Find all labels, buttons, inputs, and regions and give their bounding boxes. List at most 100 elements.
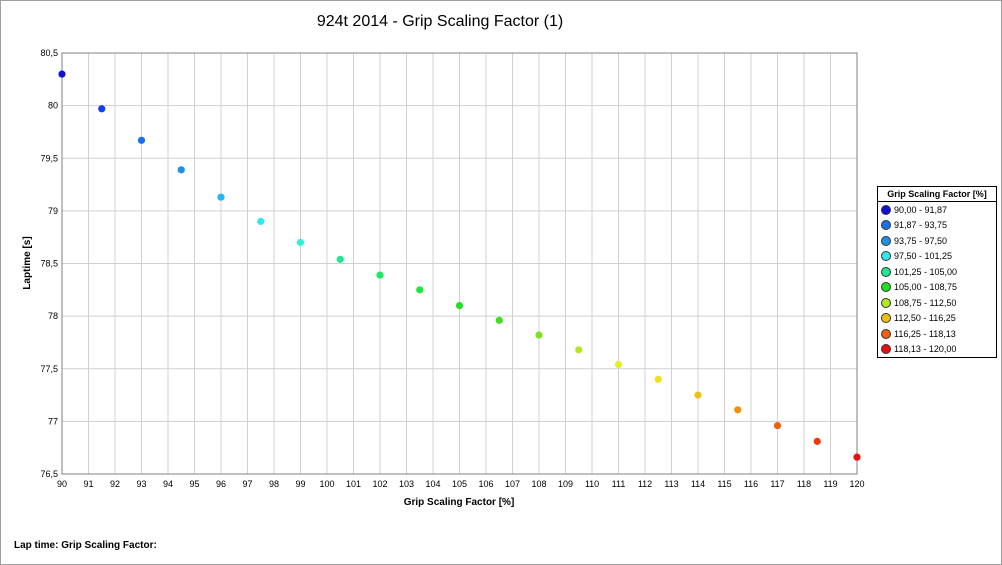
data-point xyxy=(813,437,821,445)
data-point xyxy=(495,316,503,324)
legend-label: 97,50 - 101,25 xyxy=(894,251,953,262)
data-point xyxy=(614,360,623,369)
y-tick-label: 77,5 xyxy=(40,364,58,374)
x-tick-label: 95 xyxy=(189,479,199,489)
legend-item: 116,25 - 118,13 xyxy=(878,326,996,342)
x-tick-label: 97 xyxy=(242,479,252,489)
x-tick-label: 113 xyxy=(664,479,678,489)
legend-item: 112,50 - 116,25 xyxy=(878,311,996,327)
legend-label: 90,00 - 91,87 xyxy=(894,204,948,215)
x-tick-label: 116 xyxy=(744,479,758,489)
legend-item: 105,00 - 108,75 xyxy=(878,280,996,296)
legend-label: 105,00 - 108,75 xyxy=(894,282,958,293)
x-tick-label: 99 xyxy=(295,479,305,489)
legend-swatch xyxy=(881,251,891,262)
legend-label: 93,75 - 97,50 xyxy=(894,235,948,246)
footer-caption: Lap time: Grip Scaling Factor: xyxy=(14,540,157,551)
x-tick-label: 106 xyxy=(478,479,493,489)
data-point xyxy=(137,136,146,144)
x-tick-label: 104 xyxy=(425,479,440,489)
data-point xyxy=(734,406,742,414)
data-point xyxy=(455,302,464,310)
data-point xyxy=(336,255,344,263)
x-tick-label: 109 xyxy=(558,479,573,489)
x-tick-label: 114 xyxy=(691,479,705,489)
legend-item: 108,75 - 112,50 xyxy=(878,295,996,311)
x-tick-label: 96 xyxy=(216,479,226,489)
legend-swatch xyxy=(881,204,891,215)
legend-swatch xyxy=(881,282,891,293)
legend-label: 108,75 - 112,50 xyxy=(894,297,957,308)
x-tick-label: 91 xyxy=(83,479,93,489)
x-tick-label: 105 xyxy=(452,479,467,489)
x-tick-label: 102 xyxy=(372,479,387,489)
data-point xyxy=(98,105,106,113)
x-tick-label: 98 xyxy=(269,479,279,489)
data-point xyxy=(416,286,424,294)
data-point xyxy=(177,166,185,174)
x-tick-label: 100 xyxy=(319,479,334,489)
x-tick-label: 112 xyxy=(638,479,652,489)
y-tick-label: 80,5 xyxy=(40,48,58,58)
y-tick-labels: 76,5 77 77,5 78 78,5 79 79,5 80 80,5 xyxy=(40,48,58,479)
legend-swatch xyxy=(881,220,891,231)
legend-item: 118,13 - 120,00 xyxy=(878,342,996,358)
data-points xyxy=(58,70,861,461)
y-tick-label: 79 xyxy=(48,206,58,216)
legend-item: 97,50 - 101,25 xyxy=(878,249,996,265)
x-tick-labels: 90 91 92 93 94 95 96 97 98 99 100 101 102 103 104 105 10… xyxy=(57,479,865,489)
y-tick-label: 78,5 xyxy=(40,259,58,269)
legend-items: 90,00 - 91,87 91,87 - 93,75 93,75 - 97,50 9… xyxy=(878,202,996,357)
data-point xyxy=(58,70,66,78)
x-tick-label: 107 xyxy=(505,479,520,489)
legend-item: 91,87 - 93,75 xyxy=(878,218,996,234)
data-point xyxy=(575,346,583,354)
x-tick-label: 108 xyxy=(531,479,546,489)
x-tick-label: 110 xyxy=(585,479,599,489)
data-point xyxy=(296,238,305,247)
data-point xyxy=(217,193,225,201)
x-tick-label: 118 xyxy=(797,479,811,489)
x-tick-label: 120 xyxy=(849,479,864,489)
data-point xyxy=(853,453,861,461)
legend-label: 118,13 - 120,00 xyxy=(894,344,957,355)
x-tick-label: 111 xyxy=(612,479,626,489)
legend-item: 93,75 - 97,50 xyxy=(878,233,996,249)
plot-area xyxy=(61,52,858,475)
legend-swatch xyxy=(881,313,891,324)
y-axis-label: Laptime [s] xyxy=(22,236,33,289)
x-tick-label: 92 xyxy=(110,479,120,489)
y-tick-label: 79,5 xyxy=(40,153,58,163)
legend-swatch xyxy=(881,235,891,246)
legend-label: 116,25 - 118,13 xyxy=(894,328,956,339)
chart-title: 924t 2014 - Grip Scaling Factor (1) xyxy=(317,13,563,30)
x-tick-label: 94 xyxy=(163,479,173,489)
legend: Grip Scaling Factor [%] 90,00 - 91,87 91,… xyxy=(877,186,997,358)
legend-label: 112,50 - 116,25 xyxy=(894,313,956,324)
legend-label: 101,25 - 105,00 xyxy=(894,266,958,277)
x-tick-label: 101 xyxy=(346,479,361,489)
data-point xyxy=(773,421,782,430)
y-tick-label: 76,5 xyxy=(40,469,58,479)
x-tick-label: 115 xyxy=(717,479,731,489)
data-point xyxy=(257,217,265,225)
legend-swatch xyxy=(881,297,891,308)
legend-label: 91,87 - 93,75 xyxy=(894,220,948,231)
y-tick-label: 80 xyxy=(48,101,58,111)
x-tick-label: 90 xyxy=(57,479,67,489)
x-tick-label: 119 xyxy=(823,479,837,489)
x-axis-label: Grip Scaling Factor [%] xyxy=(404,497,515,508)
data-point xyxy=(535,331,543,339)
legend-swatch xyxy=(881,328,891,339)
y-tick-label: 78 xyxy=(48,311,58,321)
y-tick-label: 77 xyxy=(48,416,58,426)
data-point xyxy=(376,271,384,279)
x-tick-label: 117 xyxy=(770,479,784,489)
legend-item: 90,00 - 91,87 xyxy=(878,202,996,218)
data-point xyxy=(654,375,662,383)
x-tick-label: 93 xyxy=(136,479,146,489)
legend-swatch xyxy=(881,266,891,277)
data-point xyxy=(694,391,702,399)
